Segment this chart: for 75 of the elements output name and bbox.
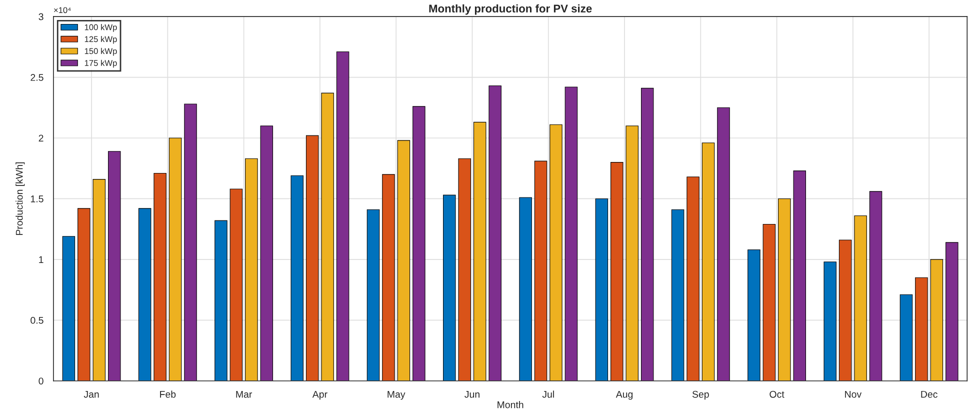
- bar: [397, 140, 410, 381]
- bar: [686, 176, 700, 381]
- bar: [168, 138, 182, 381]
- bar: [702, 142, 715, 381]
- legend-label: 100 kWp: [84, 24, 117, 32]
- x-tick-label: Oct: [770, 390, 784, 398]
- bar: [290, 175, 304, 381]
- bar: [519, 197, 532, 381]
- bar: [824, 262, 836, 381]
- text: ×10⁴: [54, 7, 71, 14]
- bar: [366, 209, 380, 381]
- legend-label: 125 kWp: [84, 36, 117, 44]
- bar: [671, 209, 684, 381]
- bar: [915, 277, 928, 381]
- x-axis-title: Month: [498, 401, 524, 408]
- bar: [458, 158, 471, 381]
- bar: [930, 259, 944, 381]
- bar: [184, 104, 197, 381]
- x-tick-label: Apr: [312, 390, 328, 400]
- x-tick-label: Feb: [160, 390, 176, 398]
- y-tick-label: 0.5: [30, 316, 44, 324]
- bar: [748, 249, 760, 381]
- legend-label: 175 kWp: [84, 60, 117, 68]
- x-tick-label: Aug: [616, 390, 633, 400]
- bar: [869, 191, 882, 381]
- x-tick-label: Nov: [845, 390, 862, 398]
- bar: [473, 122, 486, 381]
- legend-label: 150 kWp: [84, 48, 117, 56]
- y-tick-label: 3: [38, 13, 44, 20]
- x-tick-label: May: [388, 390, 406, 400]
- bar: [534, 160, 548, 381]
- bar: [382, 174, 395, 381]
- bar: [138, 208, 152, 381]
- bar: [321, 92, 334, 381]
- x-tick-label: Jan: [84, 390, 99, 398]
- bar: [92, 179, 106, 381]
- bar: [260, 126, 274, 381]
- bar: [595, 198, 608, 381]
- x-tick-label: Jun: [464, 390, 480, 398]
- bar: [214, 220, 228, 381]
- bar: [108, 151, 121, 381]
- bar: [443, 194, 456, 381]
- bar: [336, 52, 350, 381]
- y-tick-label: 0: [38, 378, 44, 384]
- bar: [946, 242, 958, 381]
- bar: [900, 294, 913, 381]
- bar: [412, 106, 426, 381]
- y-tick-label: 2.5: [30, 74, 44, 81]
- bar: [62, 236, 76, 381]
- y-tick-label: 1.5: [30, 196, 44, 202]
- chart-title: Monthly production for PV size: [429, 4, 592, 15]
- bar: [245, 158, 258, 381]
- x-tick-label: Jul: [542, 390, 554, 398]
- x-tick-label: Mar: [236, 390, 252, 398]
- x-tick-label: Sep: [692, 390, 709, 400]
- bar: [854, 215, 867, 381]
- bar: [626, 126, 638, 381]
- x-tick-label: Dec: [921, 390, 938, 398]
- bar: [564, 86, 578, 381]
- bar: [488, 86, 502, 381]
- y-tick-label: 2: [38, 134, 44, 142]
- bar: [793, 170, 806, 381]
- bar: [230, 188, 243, 381]
- bar: [778, 198, 791, 381]
- y-tick-label: 1: [39, 256, 44, 263]
- bar: [550, 124, 562, 381]
- bar: [838, 240, 852, 381]
- bar: [640, 88, 654, 381]
- bar: [610, 162, 624, 381]
- bar: [154, 172, 166, 381]
- bar: [306, 135, 319, 381]
- bar: [78, 208, 90, 381]
- y-axis-title: Production [kWh]: [16, 162, 25, 235]
- bar: [717, 107, 730, 381]
- bar: [762, 224, 776, 381]
